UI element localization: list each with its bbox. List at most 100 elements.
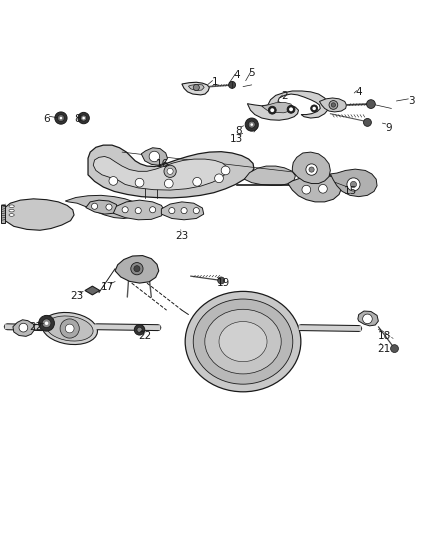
Circle shape (135, 179, 144, 187)
Polygon shape (182, 82, 209, 95)
Circle shape (149, 151, 159, 161)
Circle shape (78, 112, 89, 124)
Polygon shape (115, 256, 159, 283)
Polygon shape (330, 169, 377, 197)
Circle shape (312, 107, 316, 110)
Text: 3: 3 (408, 96, 414, 107)
Text: 8: 8 (74, 114, 81, 124)
Polygon shape (188, 84, 204, 91)
Text: 6: 6 (43, 114, 50, 124)
Polygon shape (88, 145, 254, 198)
Circle shape (391, 345, 399, 352)
Text: 15: 15 (343, 186, 357, 196)
Text: 1: 1 (211, 77, 218, 87)
Polygon shape (288, 174, 341, 202)
Circle shape (60, 319, 79, 338)
Circle shape (106, 204, 112, 210)
Circle shape (302, 185, 311, 194)
Polygon shape (1, 205, 5, 223)
Polygon shape (244, 166, 295, 185)
Circle shape (55, 112, 67, 124)
Ellipse shape (9, 214, 14, 216)
Circle shape (181, 207, 187, 214)
Polygon shape (113, 200, 164, 220)
Ellipse shape (46, 316, 93, 341)
Polygon shape (262, 102, 292, 113)
Polygon shape (358, 311, 378, 326)
Circle shape (329, 101, 338, 109)
Circle shape (60, 117, 62, 119)
Circle shape (167, 168, 173, 174)
Circle shape (134, 265, 140, 272)
Polygon shape (319, 98, 346, 112)
Text: 17: 17 (101, 282, 114, 293)
Ellipse shape (193, 299, 293, 384)
Text: 8: 8 (235, 126, 242, 136)
Text: 13: 13 (230, 134, 243, 144)
Ellipse shape (9, 209, 14, 212)
Polygon shape (13, 320, 35, 336)
Circle shape (137, 327, 142, 333)
Polygon shape (65, 195, 141, 219)
Circle shape (268, 106, 276, 114)
Ellipse shape (42, 312, 97, 344)
Polygon shape (86, 200, 118, 214)
Circle shape (347, 178, 360, 191)
Circle shape (39, 316, 54, 331)
Circle shape (164, 165, 176, 177)
Circle shape (229, 82, 236, 88)
Polygon shape (247, 91, 329, 120)
Circle shape (331, 103, 336, 107)
Circle shape (350, 181, 357, 188)
Circle shape (245, 118, 258, 131)
Text: 4: 4 (355, 87, 362, 97)
Circle shape (221, 166, 230, 175)
Circle shape (306, 164, 317, 175)
Circle shape (150, 207, 155, 213)
Text: 23: 23 (71, 291, 84, 301)
Circle shape (287, 106, 295, 113)
Circle shape (367, 100, 375, 108)
Circle shape (45, 321, 48, 325)
Polygon shape (141, 148, 167, 165)
Text: 5: 5 (248, 68, 255, 78)
Text: 4: 4 (233, 70, 240, 80)
Text: 2: 2 (281, 91, 288, 101)
Polygon shape (93, 157, 227, 190)
Circle shape (311, 105, 318, 112)
Text: 18: 18 (378, 332, 391, 341)
Circle shape (309, 167, 314, 172)
Circle shape (364, 118, 371, 126)
Circle shape (81, 115, 87, 121)
Circle shape (251, 123, 253, 126)
Circle shape (109, 176, 118, 185)
Circle shape (215, 174, 223, 183)
Circle shape (363, 314, 372, 324)
Polygon shape (161, 202, 204, 220)
Circle shape (193, 177, 201, 186)
Circle shape (42, 319, 51, 328)
Circle shape (19, 323, 28, 332)
Ellipse shape (205, 309, 281, 374)
Circle shape (122, 207, 128, 213)
Circle shape (270, 108, 274, 112)
Polygon shape (292, 152, 330, 183)
Circle shape (57, 115, 64, 122)
Circle shape (318, 184, 327, 193)
Polygon shape (5, 199, 74, 230)
Circle shape (193, 84, 199, 91)
Ellipse shape (9, 205, 14, 207)
Circle shape (134, 325, 145, 335)
Text: 16: 16 (155, 159, 169, 169)
Circle shape (218, 277, 225, 284)
Circle shape (82, 117, 85, 119)
Text: 23: 23 (175, 231, 188, 241)
Circle shape (92, 203, 98, 209)
Circle shape (131, 263, 143, 275)
Circle shape (164, 179, 173, 188)
Text: 22: 22 (138, 332, 152, 341)
Polygon shape (85, 286, 100, 295)
Text: 9: 9 (385, 123, 392, 133)
Ellipse shape (185, 292, 301, 392)
Circle shape (289, 107, 293, 111)
